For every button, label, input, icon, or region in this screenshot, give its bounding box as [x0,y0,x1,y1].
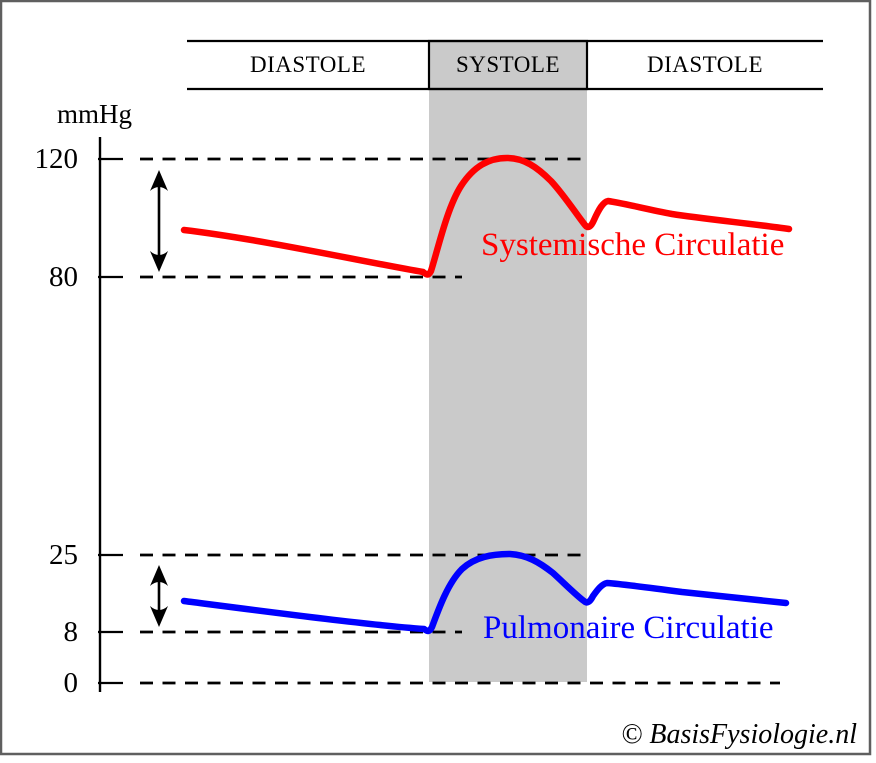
y-tick-label-8: 8 [63,616,79,648]
systemic-pressure-curve [180,154,793,278]
pulmonary-pulse-pressure-arrow-head-down [150,606,168,627]
phase-label-diastole-2: DIASTOLE [646,52,763,77]
watermark-credit: © BasisFysiologie.nl [621,719,857,750]
y-tick-label-25: 25 [49,539,78,571]
series-label-pulmonary: Pulmonaire Circulatie [483,610,774,646]
y-tick-label-80: 80 [49,261,78,293]
systole-header-box [427,39,589,91]
systemic-pulse-pressure-arrow-head-up [150,170,168,191]
series-label-systemic: Systemische Circulatie [481,227,785,263]
pulmonary-pulse-pressure-arrow-head-up [150,565,168,586]
pulmonary-pressure-curve [180,550,790,635]
y-tick-label-120: 120 [34,143,79,175]
y-axis-unit-label: mmHg [57,99,133,129]
phase-label-systole: SYSTOLE [455,52,561,77]
systemic-pulse-pressure-arrow-head-down [150,251,168,272]
phase-label-diastole-1: DIASTOLE [249,52,366,77]
y-tick-label-0: 0 [63,667,79,699]
